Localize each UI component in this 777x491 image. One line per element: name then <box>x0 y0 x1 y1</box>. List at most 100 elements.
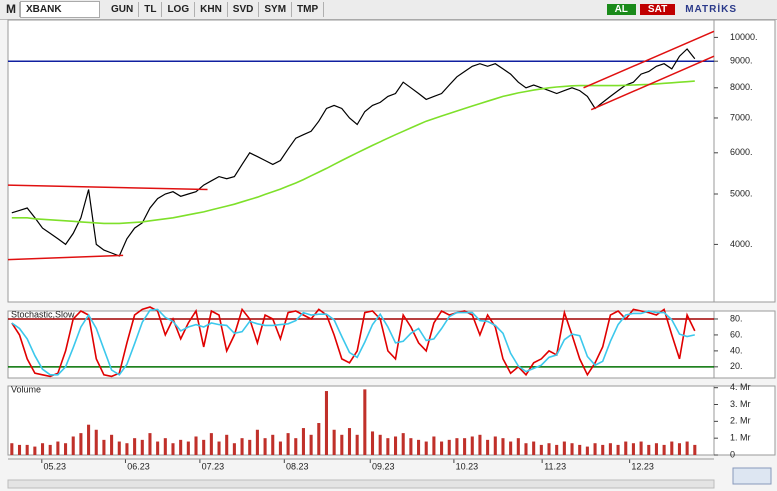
volume-bar <box>470 436 474 455</box>
volume-bar <box>424 441 428 455</box>
volume-bar <box>432 436 436 455</box>
panel <box>7 385 715 456</box>
x-tick-label: 05.23 <box>44 461 67 471</box>
toolbar-button[interactable]: LOG <box>162 2 196 17</box>
volume-bar <box>102 439 106 455</box>
buy-button[interactable]: AL <box>606 4 636 15</box>
volume-bar <box>202 439 206 455</box>
volume-bar <box>662 444 666 455</box>
trend-line <box>7 184 208 191</box>
volume-bar <box>401 433 405 455</box>
scroll-bar <box>7 479 715 489</box>
y-tick-label: 4. Mr <box>730 382 751 392</box>
volume-bar <box>631 443 635 455</box>
volume-bar <box>585 446 589 455</box>
volume-bar <box>624 441 628 455</box>
volume-bar <box>539 444 543 455</box>
volume-bar <box>25 444 29 455</box>
volume-bar <box>255 429 259 455</box>
y-tick-label: 6000. <box>730 147 753 157</box>
volume-bar <box>447 439 451 455</box>
trend-line <box>7 254 124 261</box>
volume-bar <box>639 441 643 455</box>
volume-bar <box>286 433 290 455</box>
y-tick-label: 60. <box>730 329 743 339</box>
volume-bar <box>148 433 152 455</box>
volume-bar <box>501 438 505 455</box>
button-group: GUN TL LOG KHN SVD SYM TMP <box>106 2 325 17</box>
volume-bar <box>79 433 83 455</box>
volume-bar <box>133 438 137 455</box>
volume-bar <box>555 444 559 455</box>
volume-bar <box>278 441 282 455</box>
volume-bar <box>493 436 497 455</box>
volume-bar <box>240 438 244 455</box>
brand: MATRİKS <box>685 4 737 15</box>
volume-bar <box>332 429 336 455</box>
volume-bar <box>317 423 321 455</box>
toolbar-button[interactable]: TL <box>139 2 163 17</box>
volume-bar <box>670 441 674 455</box>
volume-bar <box>217 441 221 455</box>
volume-bar <box>486 439 490 455</box>
series-line <box>11 306 696 378</box>
corner-buttons <box>732 467 772 485</box>
volume-bar <box>647 444 651 455</box>
panel-title: Volume <box>11 384 41 394</box>
volume-bar <box>409 438 413 455</box>
volume-bar <box>156 441 160 455</box>
series-line <box>11 308 695 376</box>
symbol-box[interactable]: XBANK <box>20 1 100 18</box>
sell-button[interactable]: SAT <box>639 4 676 15</box>
y-tick-label: 80. <box>730 313 743 323</box>
panel <box>7 310 715 379</box>
trend-line <box>583 30 715 89</box>
volume-bar <box>562 441 566 455</box>
volume-bar <box>347 428 352 455</box>
volume-bar <box>186 441 190 455</box>
volume-bar <box>117 441 121 455</box>
volume-bar <box>324 391 329 455</box>
x-tick-label: 08.23 <box>286 461 309 471</box>
volume-bar <box>654 443 658 455</box>
volume-bar <box>516 438 520 455</box>
y-tick-label: 3. Mr <box>730 399 751 409</box>
toolbar-button[interactable]: TMP <box>292 2 325 17</box>
volume-bar <box>355 434 359 455</box>
volume-bar <box>677 443 682 455</box>
volume-bar <box>417 439 421 455</box>
volume-bar <box>608 443 612 455</box>
y-tick-label: 9000. <box>730 56 753 66</box>
volume-bar <box>301 428 305 455</box>
volume-bar <box>179 439 183 455</box>
volume-bar <box>87 424 91 455</box>
series-line <box>11 48 696 257</box>
y-tick-label: 40. <box>730 345 743 355</box>
toolbar-button[interactable]: GUN <box>106 2 140 17</box>
toolbar-button[interactable]: SYM <box>259 2 293 17</box>
x-tick-label: 06.23 <box>127 461 150 471</box>
volume-bar <box>570 443 574 455</box>
y-tick-label: 10000. <box>730 32 758 42</box>
volume-bar <box>94 429 98 455</box>
y-tick-label: 8000. <box>730 82 753 92</box>
volume-bar <box>440 441 444 455</box>
axis-area <box>713 310 776 379</box>
volume-bar <box>10 443 14 455</box>
volume-bar <box>463 438 467 455</box>
toolbar-button[interactable]: KHN <box>195 2 228 17</box>
volume-bar <box>363 389 367 455</box>
volume-bar <box>693 444 697 455</box>
volume-bar <box>56 441 60 455</box>
trend-line <box>590 55 715 111</box>
volume-bar <box>455 438 459 455</box>
panel <box>7 19 715 303</box>
volume-bar <box>48 444 52 455</box>
volume-bar <box>386 438 390 455</box>
volume-bar <box>340 434 344 455</box>
volume-bar <box>271 434 275 455</box>
toolbar-button[interactable]: SVD <box>228 2 260 17</box>
x-tick-label: 11.23 <box>544 461 566 471</box>
